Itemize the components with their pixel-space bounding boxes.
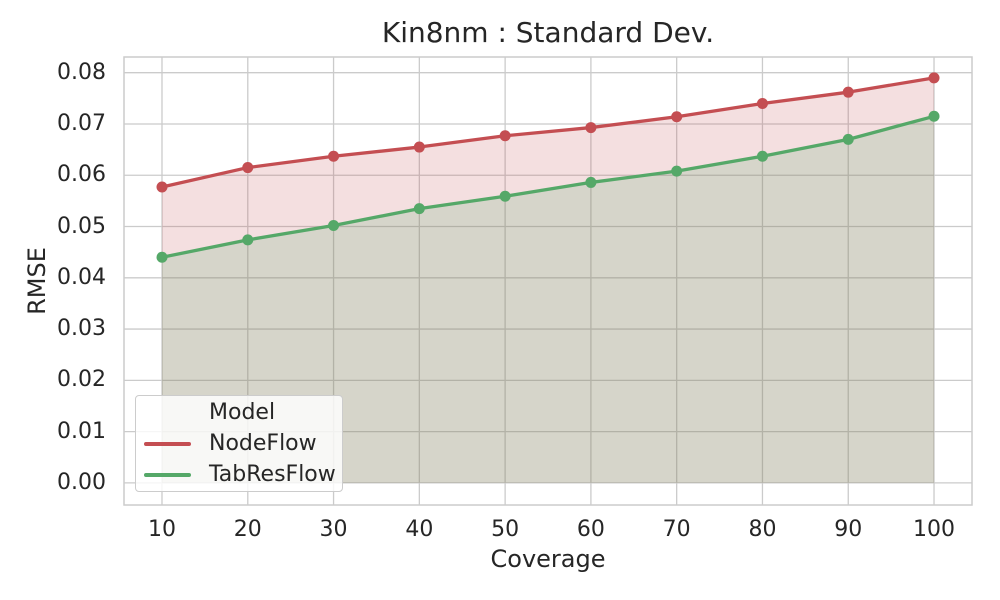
data-point-nodeflow [756, 97, 768, 109]
data-point-tabresflow [242, 234, 254, 246]
data-point-nodeflow [242, 162, 254, 174]
y-tick-label: 0.02 [57, 367, 106, 393]
legend: Model NodeFlow TabResFlow [135, 395, 343, 492]
x-tick-label: 40 [405, 517, 434, 542]
x-tick-label: 60 [576, 517, 605, 542]
x-tick-label: 70 [662, 517, 691, 542]
data-point-nodeflow [928, 72, 940, 84]
data-point-tabresflow [928, 110, 940, 122]
data-point-tabresflow [413, 203, 425, 215]
x-tick-label: 10 [148, 517, 176, 542]
data-point-tabresflow [585, 176, 597, 188]
nodeflow-line-swatch [144, 441, 191, 446]
series-area-tabresflow [162, 116, 935, 483]
y-tick-label: 0.08 [57, 59, 106, 85]
data-point-nodeflow [499, 130, 511, 142]
chart-title: Kin8nm : Standard Dev. [381, 16, 715, 49]
x-tick-label: 80 [748, 517, 777, 542]
y-tick-label: 0.07 [57, 110, 106, 136]
y-tick-label: 0.03 [57, 316, 106, 342]
y-tick-label: 0.05 [57, 213, 106, 239]
data-point-nodeflow [671, 111, 683, 123]
series-line-nodeflow [160, 76, 936, 189]
legend-label-tabresflow: TabResFlow [209, 462, 336, 487]
plot-border [123, 56, 973, 506]
data-point-tabresflow [671, 165, 683, 177]
tabresflow-line-swatch [144, 472, 191, 477]
y-tick-label: 0.00 [57, 469, 106, 495]
data-point-tabresflow [499, 190, 511, 202]
y-tick-label: 0.06 [57, 162, 106, 188]
series-area-nodeflow [162, 77, 935, 483]
x-tick-label: 30 [319, 517, 348, 542]
data-point-nodeflow [156, 181, 168, 193]
legend-item-nodeflow: NodeFlow [144, 428, 342, 459]
data-point-tabresflow [756, 150, 768, 162]
data-point-nodeflow [413, 141, 425, 153]
data-point-nodeflow [328, 150, 340, 162]
x-tick-label: 100 [913, 517, 956, 542]
x-tick-label: 20 [233, 517, 262, 542]
data-point-tabresflow [156, 251, 168, 263]
data-point-nodeflow [585, 122, 597, 134]
legend-title: Model [209, 400, 276, 425]
y-tick-label: 0.01 [57, 418, 106, 444]
series-line-tabresflow [160, 114, 936, 259]
data-point-nodeflow [842, 86, 854, 98]
y-tick-label: 0.04 [57, 264, 106, 290]
data-point-tabresflow [842, 133, 854, 145]
data-point-tabresflow [328, 219, 340, 231]
legend-item-tabresflow: TabResFlow [144, 459, 342, 490]
legend-label-nodeflow: NodeFlow [209, 431, 317, 456]
x-axis-label: Coverage [490, 545, 606, 573]
x-tick-label: 90 [834, 517, 863, 542]
x-tick-label: 50 [491, 517, 520, 542]
